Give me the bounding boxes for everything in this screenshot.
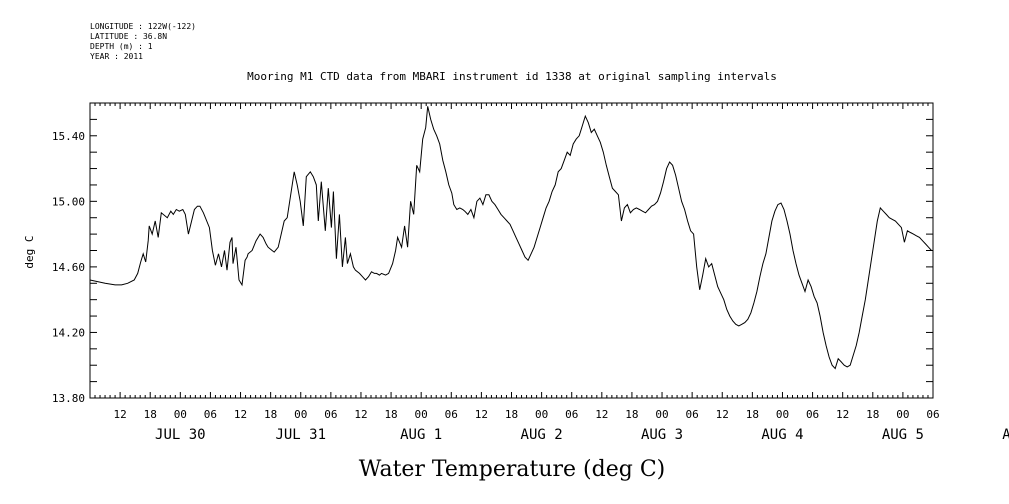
chart-title: Mooring M1 CTD data from MBARI instrumen… [247,70,777,83]
x-hour-label: 12 [595,408,608,421]
x-date-label: AUG 3 [641,427,683,443]
x-date-label: AUG 4 [761,427,803,443]
x-hour-label: 12 [836,408,849,421]
x-hour-label: 00 [535,408,548,421]
y-tick-label: 15.00 [52,195,85,208]
y-tick-label: 13.80 [52,392,85,405]
x-hour-label: 00 [776,408,789,421]
plot-frame [89,102,934,399]
y-axis-label: deg C [23,235,36,268]
x-hour-label: 06 [324,408,337,421]
x-hour-label: 18 [866,408,879,421]
x-date-label: AUG 5 [882,427,924,443]
x-hour-label: 00 [294,408,307,421]
temperature-series-line [89,106,932,370]
x-hour-label: 12 [113,408,126,421]
year-text: YEAR : 2011 [90,52,143,61]
x-date-label: AUG 6 [1002,427,1009,443]
x-axis-label: Water Temperature (deg C) [359,457,666,482]
x-hour-label: 06 [686,408,699,421]
y-tick-label: 14.20 [52,326,85,339]
x-hour-label: 18 [505,408,518,421]
x-hour-label: 18 [264,408,277,421]
x-date-label: JUL 30 [155,427,206,443]
x-hour-label: 12 [716,408,729,421]
tick-marks [89,102,934,399]
y-tick-label: 15.40 [52,130,85,143]
x-hour-label: 18 [144,408,157,421]
metadata-block: LONGITUDE : 122W(-122) LATITUDE : 36.8N … [90,22,196,62]
x-hour-label: 12 [475,408,488,421]
longitude-text: LONGITUDE : 122W(-122) [90,22,196,31]
x-hour-label: 00 [896,408,909,421]
latitude-text: LATITUDE : 36.8N [90,32,168,41]
x-date-label: JUL 31 [275,427,326,443]
x-hour-label: 06 [806,408,819,421]
x-hour-label: 06 [926,408,939,421]
x-hour-labels: 12 18 00 06 12 18 00 06 12 18 00 06 12 18 00 06 12 18 00 06… [113,408,939,421]
x-hour-label: 00 [174,408,187,421]
x-hour-label: 06 [445,408,458,421]
x-date-label: AUG 2 [521,427,563,443]
x-hour-label: 12 [354,408,367,421]
x-date-label: AUG 1 [400,427,442,443]
x-hour-label: 00 [655,408,668,421]
y-tick-labels: 13.80 14.20 14.60 15.00 15.40 [52,130,85,405]
x-date-labels: JUL 30 JUL 31 AUG 1 AUG 2 AUG 3 AUG 4 AUG 5 AUG… [155,427,1009,443]
x-hour-label: 18 [384,408,397,421]
depth-text: DEPTH (m) : 1 [90,42,153,51]
x-hour-label: 12 [234,408,247,421]
x-hour-label: 06 [204,408,217,421]
x-hour-label: 06 [565,408,578,421]
y-tick-label: 14.60 [52,261,85,274]
x-hour-label: 18 [625,408,638,421]
x-hour-label: 18 [746,408,759,421]
x-hour-label: 00 [415,408,428,421]
